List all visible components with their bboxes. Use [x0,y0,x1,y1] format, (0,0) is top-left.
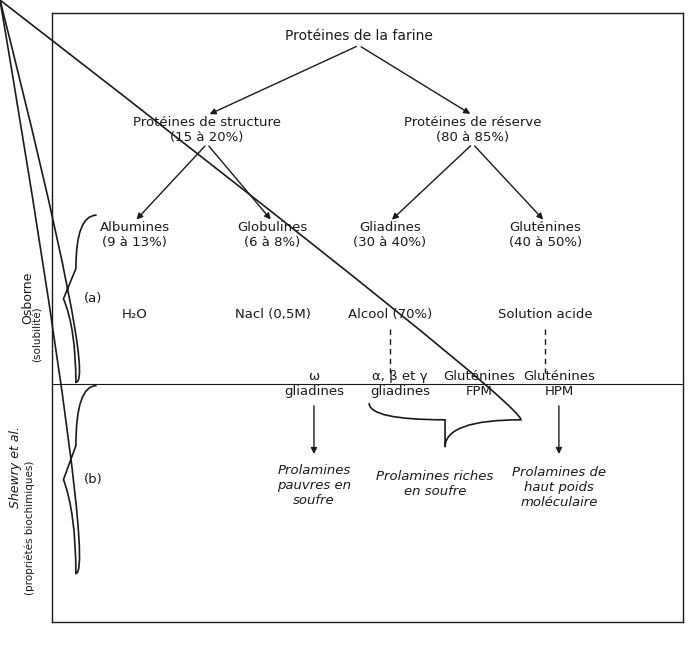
Text: Protéines de structure
(15 à 20%): Protéines de structure (15 à 20%) [133,115,281,144]
Text: Prolamines
pauvres en
soufre: Prolamines pauvres en soufre [277,465,351,507]
Text: Solution acide: Solution acide [497,308,593,321]
Text: H₂O: H₂O [121,308,148,321]
Text: (solubilité): (solubilité) [33,306,43,362]
Text: Prolamines de
haut poids
moléculaire: Prolamines de haut poids moléculaire [512,466,606,509]
Text: Globulines
(6 à 8%): Globulines (6 à 8%) [237,220,308,249]
Text: Protéines de la farine: Protéines de la farine [285,29,433,43]
Text: Osborne: Osborne [21,272,34,324]
Text: Protéines de réserve
(80 à 85%): Protéines de réserve (80 à 85%) [404,115,542,144]
Text: Albumines
(9 à 13%): Albumines (9 à 13%) [99,220,170,249]
Text: Prolamines riches
en soufre: Prolamines riches en soufre [376,470,493,498]
Text: Gluténines
(40 à 50%): Gluténines (40 à 50%) [509,220,582,249]
Text: Gluténines
HPM: Gluténines HPM [523,369,595,398]
Text: Alcool (70%): Alcool (70%) [348,308,432,321]
Text: (a): (a) [84,292,102,305]
Text: Shewry et al.: Shewry et al. [10,426,22,507]
Text: ω
gliadines: ω gliadines [284,369,344,398]
Text: (b): (b) [83,473,103,486]
Text: Nacl (0,5M): Nacl (0,5M) [235,308,310,321]
Text: α, β et γ
gliadines: α, β et γ gliadines [371,369,430,398]
Text: Gliadines
(30 à 40%): Gliadines (30 à 40%) [353,220,426,249]
Text: Gluténines
FPM: Gluténines FPM [444,369,515,398]
Text: (propriétés biochimiques): (propriétés biochimiques) [24,461,35,596]
